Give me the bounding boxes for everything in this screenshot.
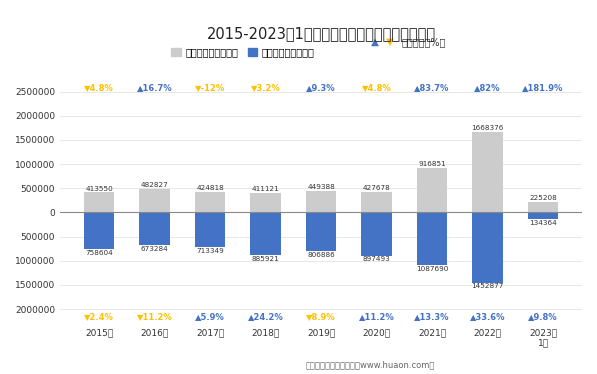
Text: ▲13.3%: ▲13.3% (414, 312, 450, 321)
Text: ▼3.2%: ▼3.2% (251, 83, 281, 92)
Bar (195, 212, 225, 247)
Bar (84, 192, 115, 212)
Bar (417, 212, 447, 265)
Text: ▲: ▲ (371, 37, 378, 47)
Text: 413550: 413550 (85, 186, 113, 192)
Text: 225208: 225208 (529, 195, 557, 201)
Bar (361, 212, 392, 256)
Text: 897493: 897493 (362, 257, 390, 263)
Bar (528, 212, 558, 219)
Text: ▲24.2%: ▲24.2% (248, 312, 284, 321)
Text: 1668376: 1668376 (472, 125, 504, 131)
Bar (306, 191, 336, 212)
Text: 806886: 806886 (307, 252, 335, 258)
Text: 885921: 885921 (252, 256, 279, 262)
Text: 758604: 758604 (85, 250, 113, 256)
Text: ▼4.8%: ▼4.8% (84, 83, 114, 92)
Bar (250, 212, 281, 255)
Text: 482827: 482827 (141, 183, 168, 188)
Text: 713349: 713349 (196, 248, 224, 254)
Text: ▼4.8%: ▼4.8% (362, 83, 392, 92)
Text: ▲82%: ▲82% (474, 83, 501, 92)
Text: ▲9.3%: ▲9.3% (306, 83, 336, 92)
Text: ▼11.2%: ▼11.2% (137, 312, 173, 321)
Text: ▲5.9%: ▲5.9% (195, 312, 225, 321)
Bar (417, 168, 447, 212)
Text: 制图：华经产业研究院（www.huaon.com）: 制图：华经产业研究院（www.huaon.com） (306, 360, 435, 369)
Text: ▲181.9%: ▲181.9% (522, 83, 564, 92)
Text: ▼8.9%: ▼8.9% (306, 312, 336, 321)
Bar (250, 193, 281, 212)
Text: 1087690: 1087690 (416, 266, 448, 272)
Text: 134364: 134364 (529, 220, 557, 226)
Text: 411121: 411121 (252, 186, 279, 192)
Bar (139, 189, 170, 212)
Text: 1452877: 1452877 (472, 283, 504, 289)
Text: ▲33.6%: ▲33.6% (470, 312, 505, 321)
Title: 2015-2023年1月洋山特殊综合保税区进、出口额: 2015-2023年1月洋山特殊综合保税区进、出口额 (207, 26, 436, 41)
Bar (139, 212, 170, 245)
Bar (528, 202, 558, 212)
Text: 916851: 916851 (418, 161, 446, 168)
Text: ▲11.2%: ▲11.2% (359, 312, 395, 321)
Bar (472, 132, 503, 212)
Bar (361, 192, 392, 212)
Text: 同比增速（%）: 同比增速（%） (402, 37, 447, 47)
Text: ▼2.4%: ▼2.4% (84, 312, 114, 321)
Bar (306, 212, 336, 251)
Legend: 出口总额（万美元）, 进口总额（万美元）: 出口总额（万美元）, 进口总额（万美元） (168, 44, 318, 62)
Bar (472, 212, 503, 283)
Text: ▲9.8%: ▲9.8% (528, 312, 558, 321)
Text: 673284: 673284 (141, 246, 168, 252)
Text: 449388: 449388 (307, 184, 335, 190)
Bar (195, 192, 225, 212)
Text: ▼: ▼ (386, 37, 394, 47)
Text: 427678: 427678 (362, 185, 390, 191)
Text: ▲16.7%: ▲16.7% (137, 83, 173, 92)
Bar (84, 212, 115, 249)
Text: ▲83.7%: ▲83.7% (414, 83, 450, 92)
Text: ▼-12%: ▼-12% (195, 83, 225, 92)
Text: 424818: 424818 (196, 185, 224, 191)
